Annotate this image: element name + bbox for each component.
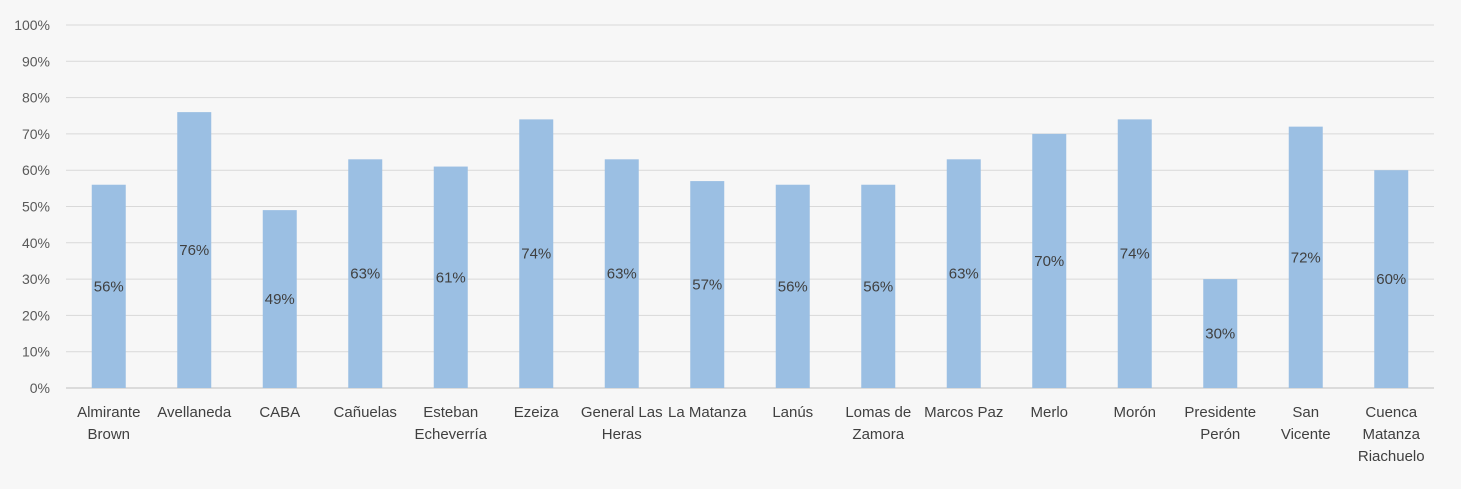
bar	[1374, 170, 1409, 388]
x-tick-label: Presidente	[1184, 404, 1256, 421]
y-tick-label: 100%	[14, 17, 50, 33]
y-axis-ticks: 0% 10% 20% 30% 40% 50% 60% 70% 80% 90% 100%	[14, 17, 50, 396]
x-tick-label: Marcos Paz	[924, 404, 1003, 421]
bar	[1117, 119, 1152, 388]
bar	[1032, 133, 1067, 388]
data-label: 56%	[778, 278, 808, 295]
data-label: 61%	[436, 269, 466, 286]
x-tick-label: CABA	[259, 404, 300, 421]
bar	[946, 159, 981, 388]
data-label: 49%	[265, 291, 295, 308]
bar	[1288, 126, 1323, 388]
bar	[262, 210, 297, 388]
bar	[348, 159, 383, 388]
data-label: 70%	[1034, 253, 1064, 270]
data-label: 72%	[1291, 249, 1321, 266]
data-label: 63%	[607, 266, 637, 283]
x-tick-label: Riachuelo	[1358, 448, 1425, 465]
x-tick-label: Esteban	[423, 404, 478, 421]
bar	[775, 184, 810, 388]
x-tick-label: Echeverría	[414, 426, 487, 443]
x-tick-label: Ezeiza	[514, 404, 560, 421]
bar	[690, 181, 725, 388]
x-tick-label: Heras	[602, 426, 642, 443]
x-tick-label: General Las	[581, 404, 663, 421]
bar	[177, 112, 212, 389]
x-tick-label: Matanza	[1362, 426, 1420, 443]
x-axis-ticks: Almirante Brown Avellaneda CABA Cañuelas Este…	[77, 404, 1425, 465]
x-tick-label: Merlo	[1030, 404, 1068, 421]
x-tick-label: Brown	[87, 426, 130, 443]
x-tick-label: Cuenca	[1365, 404, 1417, 421]
bars	[91, 112, 1409, 389]
x-tick-label: Zamora	[852, 426, 904, 443]
x-tick-label: Lanús	[772, 404, 813, 421]
bar	[604, 159, 639, 388]
x-tick-label: Morón	[1113, 404, 1156, 421]
x-tick-label: Cañuelas	[334, 404, 397, 421]
x-tick-label: Avellaneda	[157, 404, 232, 421]
y-tick-label: 60%	[22, 162, 50, 178]
data-label: 30%	[1205, 326, 1235, 343]
y-tick-label: 20%	[22, 307, 50, 323]
data-label: 74%	[521, 246, 551, 263]
data-label: 76%	[179, 242, 209, 259]
data-label: 57%	[692, 277, 722, 294]
bar	[1203, 279, 1238, 388]
data-label: 56%	[94, 278, 124, 295]
data-label: 63%	[350, 266, 380, 283]
y-tick-label: 90%	[22, 53, 50, 69]
y-tick-label: 70%	[22, 126, 50, 142]
data-label: 60%	[1376, 271, 1406, 288]
y-tick-label: 0%	[30, 380, 50, 396]
x-tick-label: Almirante	[77, 404, 140, 421]
bar	[519, 119, 554, 388]
bar	[91, 184, 126, 388]
x-tick-label: Vicente	[1281, 426, 1331, 443]
data-label: 63%	[949, 266, 979, 283]
x-tick-label: Lomas de	[845, 404, 911, 421]
x-tick-label: Perón	[1200, 426, 1240, 443]
y-tick-label: 40%	[22, 235, 50, 251]
x-tick-label: La Matanza	[668, 404, 747, 421]
y-tick-label: 80%	[22, 90, 50, 106]
data-label: 56%	[863, 278, 893, 295]
bar	[861, 184, 896, 388]
x-tick-label: San	[1292, 404, 1319, 421]
data-labels: 56% 76% 49% 63% 61% 74% 63% 57% 56% 56% 63% 70% 74% 3…	[94, 242, 1407, 342]
data-label: 74%	[1120, 246, 1150, 263]
y-tick-label: 10%	[22, 344, 50, 360]
bar	[433, 166, 468, 388]
y-tick-label: 30%	[22, 271, 50, 287]
y-tick-label: 50%	[22, 199, 50, 215]
